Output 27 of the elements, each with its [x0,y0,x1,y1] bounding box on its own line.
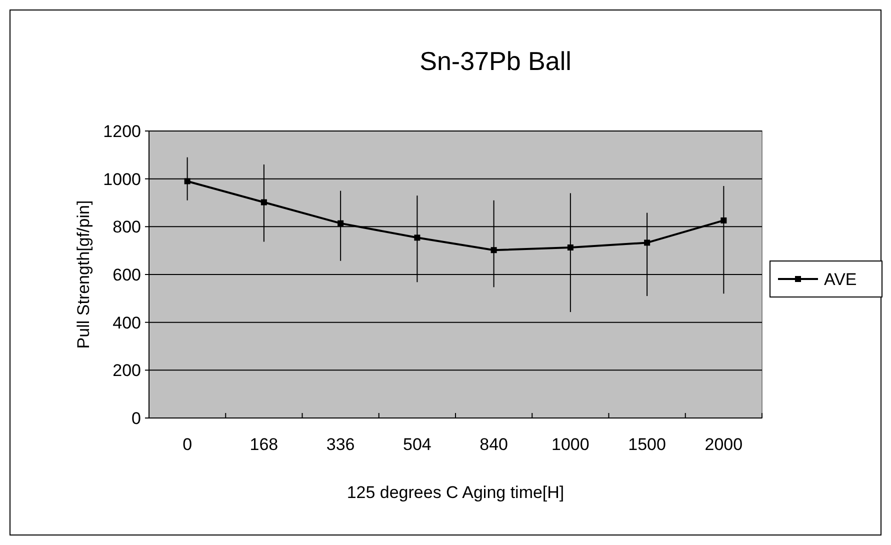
y-tick-label: 600 [112,265,141,284]
point [184,178,190,184]
y-tick-label: 1000 [103,170,141,189]
chart-title: Sn-37Pb Ball [420,46,572,76]
point [338,220,344,226]
x-axis-title: 125 degrees C Aging time[H] [346,483,564,502]
y-tick-label: 1200 [103,122,141,141]
x-tick-label: 1000 [552,435,590,454]
x-tick-label: 840 [480,435,508,454]
point [490,247,497,254]
point [414,234,420,241]
y-tick-label: 400 [112,313,141,332]
x-tick-label: 168 [250,435,278,454]
x-tick-label: 2000 [704,435,743,454]
legend-label: AVE [824,270,857,289]
point [720,217,727,224]
y-tick-label: 0 [132,408,141,428]
point [567,244,574,250]
x-tick-label: 504 [403,435,432,454]
x-tick-label: 336 [326,435,355,454]
x-tick-label: 0 [182,435,192,454]
y-tick-label: 800 [112,218,141,237]
point [260,199,267,206]
point [644,240,650,246]
y-tick-label: 200 [112,361,141,380]
x-tick-label: 1500 [628,435,666,454]
y-axis-title: Pull Strength[gf/pin] [74,200,93,349]
